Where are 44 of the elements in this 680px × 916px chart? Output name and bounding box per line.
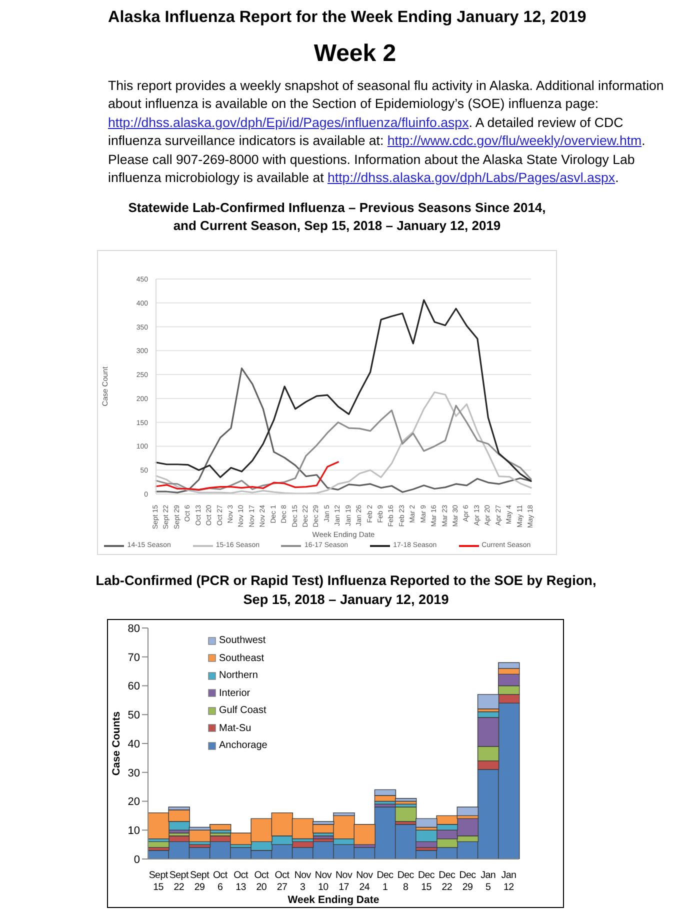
y-tick-label: 10 (128, 825, 140, 838)
y-tick-label: 40 (128, 738, 140, 750)
text: Alaska Influenza Report for the Week Ending January 12, 2019 (108, 8, 586, 26)
y-tick-label: 20 (128, 796, 140, 808)
legend-label: Interior (219, 688, 250, 698)
x-tick-label: Sept 22 (169, 870, 189, 894)
legend-label: Mat-Su (219, 722, 252, 734)
x-tick-label: Dec 22 (438, 870, 456, 894)
legend-label: Gulf Coast (219, 705, 266, 716)
y-tick-label: 80 (128, 622, 140, 635)
line-series (155, 404, 532, 491)
x-tick-label: Dec 29 (459, 870, 476, 894)
text: This report provides a weekly snapshot of seasonal flu activity in Alaska. Additional information about influenza is available on the Section of Epidemiology’s (SOE) influenza page: http://dhss.alaska.gov/dph/Epi/id/Pages/influenza/fluinfo.aspx. A detailed review of CDC influenza surveillance indicators is available at: http://www.cdc.gov/flu/weekly/overview.htm. Please call 907-269-8000 with questions. Information about the Alaska State Virology Lab influenza microbiology is available at http://dhss.alaska.gov/dph/Labs/Pages/asvl.aspx. (108, 78, 664, 186)
x-tick-label: Nov 10 (314, 870, 332, 894)
chart-title: Statewide Lab-Confirmed Influenza – Previous Seasons Since 2014, and Current Season, Sep 15, 2018 – January 12, 2019 (128, 200, 546, 233)
y-tick-label: 50 (128, 710, 140, 722)
x-tick-label: Nov 24 (356, 870, 374, 894)
chart-title: Lab-Confirmed (PCR or Rapid Test) Influenza Reported to the SOE by Region, Sep 15, 2018 – January 12, 2019 (96, 573, 596, 607)
x-tick-label: Oct 27 (274, 870, 290, 894)
legend-label: Northern (219, 670, 258, 681)
x-axis-title: Week Ending Date (288, 894, 380, 906)
legend-label: Anchorage (219, 740, 268, 751)
y-tick-label: 70 (128, 652, 140, 664)
legend-label: Southwest (219, 635, 266, 646)
x-tick-label: Nov 3 (294, 870, 312, 894)
x-tick-label: Sept 29 (190, 870, 210, 894)
y-axis-title: Case Counts (110, 711, 123, 776)
y-tick-label: 30 (128, 767, 140, 780)
x-tick-label: Sept 15 (148, 870, 168, 894)
legend-label: Southeast (219, 652, 264, 664)
x-tick-label: Oct 6 (212, 870, 228, 894)
x-tick-label: Jan 5 (480, 870, 496, 894)
x-tick-label: Nov 17 (336, 870, 352, 894)
x-tick-label: Oct 13 (234, 870, 248, 894)
x-tick-label: Jan 12 (501, 870, 516, 894)
x-tick-label: Dec 15 (418, 870, 435, 894)
text: Week 2 (314, 40, 396, 67)
x-tick-label: Oct 20 (254, 870, 270, 894)
x-tick-label: Dec 1 (376, 870, 394, 894)
y-tick-label: 0 (134, 854, 140, 866)
y-tick-label: 60 (128, 680, 140, 693)
line-series (155, 299, 532, 482)
line-series (155, 461, 339, 490)
x-tick-label: Dec 8 (397, 870, 414, 894)
